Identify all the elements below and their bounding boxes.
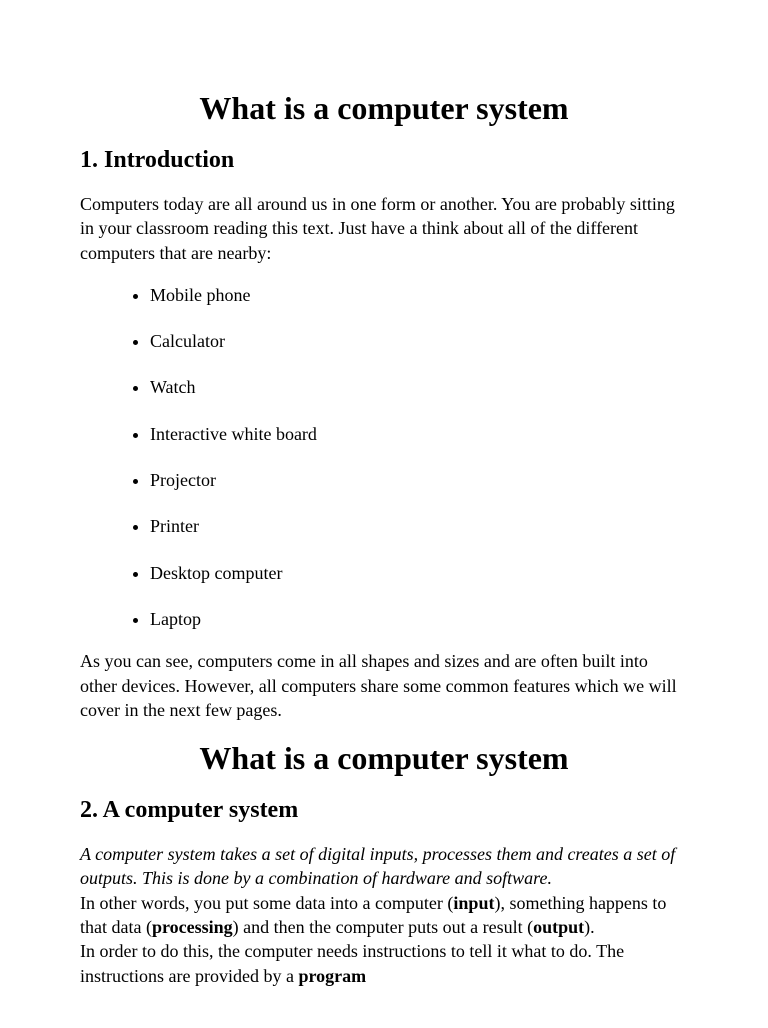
document-page: What is a computer system 1. Introductio…: [0, 0, 768, 1028]
list-item: Laptop: [150, 607, 688, 631]
body-text: ).: [584, 917, 595, 937]
section-1-closing-paragraph: As you can see, computers come in all sh…: [80, 649, 688, 722]
list-item: Printer: [150, 514, 688, 538]
italic-definition: A computer system takes a set of digital…: [80, 844, 675, 888]
page-title-1: What is a computer system: [80, 90, 688, 127]
computer-examples-list: Mobile phone Calculator Watch Interactiv…: [80, 283, 688, 631]
list-item: Mobile phone: [150, 283, 688, 307]
bold-term-program: program: [298, 966, 366, 986]
list-item: Calculator: [150, 329, 688, 353]
section-2-heading: 2. A computer system: [80, 797, 688, 824]
list-item: Desktop computer: [150, 561, 688, 585]
body-text: ) and then the computer puts out a resul…: [233, 917, 533, 937]
bold-term-input: input: [453, 893, 494, 913]
page-title-2: What is a computer system: [80, 740, 688, 777]
bold-term-processing: processing: [152, 917, 233, 937]
bold-term-output: output: [533, 917, 584, 937]
section-1-heading: 1. Introduction: [80, 147, 688, 174]
list-item: Interactive white board: [150, 422, 688, 446]
body-text: In other words, you put some data into a…: [80, 893, 453, 913]
section-2-body: A computer system takes a set of digital…: [80, 842, 688, 988]
section-1-intro-paragraph: Computers today are all around us in one…: [80, 192, 688, 265]
list-item: Watch: [150, 375, 688, 399]
list-item: Projector: [150, 468, 688, 492]
